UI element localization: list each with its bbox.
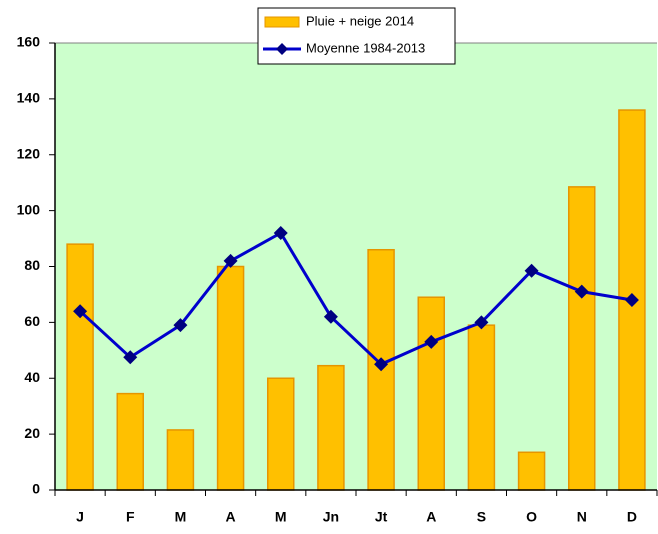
x-tick-label: Jn [323,509,339,525]
x-tick-label: A [426,509,436,525]
marker [574,284,589,299]
x-tick-label: Jt [375,509,388,525]
marker [223,253,238,268]
plot-area [55,43,657,490]
bar [317,364,345,491]
y-tick-label: 100 [17,201,41,217]
x-tick-label: O [526,509,537,525]
y-tick-label: 120 [17,145,41,161]
legend-swatch [264,16,300,28]
x-tick-label: D [627,509,637,525]
marker [474,315,489,330]
bar [517,451,546,491]
bar [467,324,496,491]
marker [374,357,389,372]
marker [424,334,439,349]
y-tick-label: 80 [24,257,40,273]
marker [323,309,338,324]
bar [417,296,445,491]
x-tick-label: F [126,509,135,525]
x-tick-label: S [477,509,486,525]
y-tick-label: 40 [24,369,40,385]
x-tick-label: J [76,509,84,525]
marker [524,263,539,278]
bar [216,265,245,491]
y-tick-label: 60 [24,313,40,329]
marker [624,293,639,308]
y-tick-label: 140 [17,90,41,106]
bar [267,377,295,491]
legend-label: Pluie + neige 2014 [306,13,414,28]
x-tick-label: N [577,509,587,525]
bar [116,392,144,491]
marker [273,225,288,240]
marker [73,304,88,319]
marker [123,350,138,365]
marker [173,318,188,333]
bar [568,186,596,491]
y-tick-label: 160 [17,34,41,50]
line [79,230,633,367]
x-tick-label: M [275,509,287,525]
y-tick-label: 0 [32,481,40,497]
bar [166,429,195,491]
legend-label: Moyenne 1984-2013 [306,40,425,55]
legend: Pluie + neige 2014 Moyenne 1984-2013 [257,7,456,65]
x-tick-label: A [226,509,236,525]
x-tick-label: M [175,509,187,525]
legend-marker [276,43,288,55]
bar [66,243,94,491]
y-tick-label: 20 [24,425,40,441]
